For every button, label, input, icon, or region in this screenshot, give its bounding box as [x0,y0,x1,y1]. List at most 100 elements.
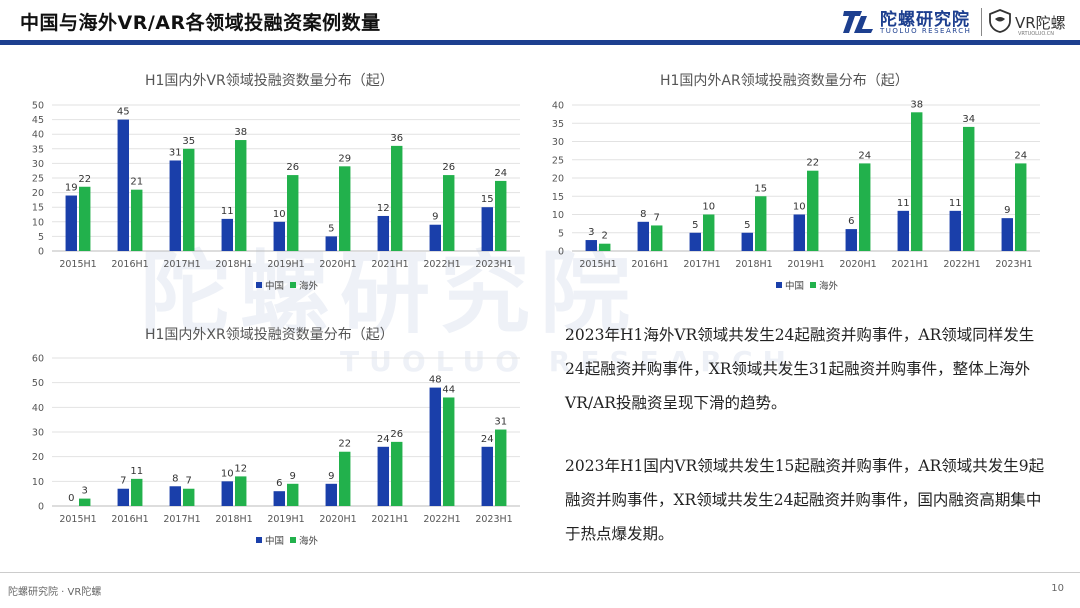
y-tick-label: 40 [32,130,44,141]
china-bar [117,119,129,251]
x-tick-label: 2021H1 [371,514,408,525]
overseas-bar [235,476,247,506]
page-title: 中国与海外VR/AR各领域投融资案例数量 [20,12,381,34]
y-tick-label: 20 [552,174,564,185]
overseas-bar [651,225,663,251]
legend-label: 海外 [299,535,319,547]
y-tick-label: 15 [552,192,564,203]
china-bar [325,236,337,251]
china-bar [169,160,181,251]
chart-xr-title: H1国内外XR领域投融资数量分布（起） [145,327,394,343]
header-rule [0,40,1080,45]
data-label: 12 [234,463,247,474]
x-tick-label: 2022H1 [423,259,460,270]
y-tick-label: 20 [32,452,44,463]
data-label: 10 [702,202,715,213]
legend-label: 中国 [265,535,284,547]
x-tick-label: 2016H1 [111,514,148,525]
data-label: 6 [276,478,282,489]
data-label: 31 [494,417,507,428]
overseas-bar [339,451,351,506]
data-label: 38 [910,99,923,110]
china-bar [1001,218,1013,251]
data-label: 3 [588,227,594,238]
x-tick-label: 2017H1 [683,259,720,270]
x-tick-label: 2015H1 [579,259,616,270]
china-bar [221,481,233,506]
china-bar [481,446,493,506]
data-label: 22 [806,158,819,169]
page-number: 10 [1051,583,1064,594]
y-tick-label: 10 [32,477,44,488]
y-tick-label: 40 [552,101,564,112]
overseas-bar [79,186,91,251]
data-label: 9 [432,212,438,223]
data-label: 11 [221,206,234,217]
data-label: 6 [848,216,854,227]
data-label: 2 [602,231,608,242]
y-tick-label: 50 [32,378,44,389]
x-tick-label: 2018H1 [735,259,772,270]
y-tick-label: 25 [32,174,44,185]
data-label: 24 [377,434,390,445]
footer-brand: 陀螺研究院 · VR陀螺 [8,587,102,598]
data-label: 22 [338,439,351,450]
x-tick-label: 2015H1 [59,514,96,525]
data-label: 24 [494,168,507,179]
china-bar [689,232,701,251]
overseas-bar [391,441,403,506]
chart-ar: 0 5 10 15 20 25 30 35 40 3 2 2015H1 8 7 2016H1 5 10 2017H… [552,99,1040,292]
x-tick-label: 2021H1 [891,259,928,270]
data-label: 10 [793,202,806,213]
data-label: 26 [286,162,299,173]
header: 中国与海外VR/AR各领域投融资案例数量 陀螺研究院 TUOLUO RESEAR… [0,0,1080,45]
china-bar [325,483,337,506]
y-tick-label: 30 [32,428,44,439]
overseas-bar [443,397,455,506]
brand-sub: TUOLUO RESEARCH [880,27,972,35]
footer-rule [0,572,1080,573]
x-tick-label: 2022H1 [423,514,460,525]
china-bar [377,446,389,506]
data-label: 36 [390,133,403,144]
legend-label: 中国 [785,280,804,292]
data-label: 24 [858,150,871,161]
y-tick-label: 60 [32,354,44,365]
y-tick-label: 0 [38,502,44,513]
y-tick-label: 25 [552,155,564,166]
y-tick-label: 50 [32,101,44,112]
x-tick-label: 2018H1 [215,259,252,270]
overseas-bar [495,180,507,251]
data-label: 15 [481,194,494,205]
data-label: 0 [68,493,74,504]
y-tick-label: 30 [32,159,44,170]
china-bar [637,221,649,251]
overseas-bar [807,170,819,251]
data-label: 19 [65,183,78,194]
data-label: 34 [962,114,975,125]
overseas-bar [287,175,299,251]
y-tick-label: 10 [552,210,564,221]
data-label: 11 [130,466,143,477]
data-label: 45 [117,107,130,118]
china-bar [429,387,441,506]
summary-china: 2023年H1国内VR领域共发生15起融资并购事件，AR领域共发生9起融资并购事… [565,457,1045,543]
x-tick-label: 2020H1 [839,259,876,270]
x-tick-label: 2020H1 [319,514,356,525]
y-tick-label: 30 [552,137,564,148]
overseas-bar [391,145,403,251]
y-tick-label: 0 [38,247,44,258]
legend-swatch [256,282,262,288]
data-label: 8 [172,473,178,484]
overseas-bar [131,478,143,506]
overseas-bar [963,126,975,251]
data-label: 21 [130,177,143,188]
data-label: 38 [234,127,247,138]
summary-overseas: 2023年H1海外VR领域共发生24起融资并购事件，AR领域同样发生24起融资并… [565,326,1035,412]
china-bar [117,488,129,506]
overseas-bar [495,429,507,506]
vr-shield-icon [989,9,1011,33]
legend-swatch [290,282,296,288]
x-tick-label: 2019H1 [267,259,304,270]
